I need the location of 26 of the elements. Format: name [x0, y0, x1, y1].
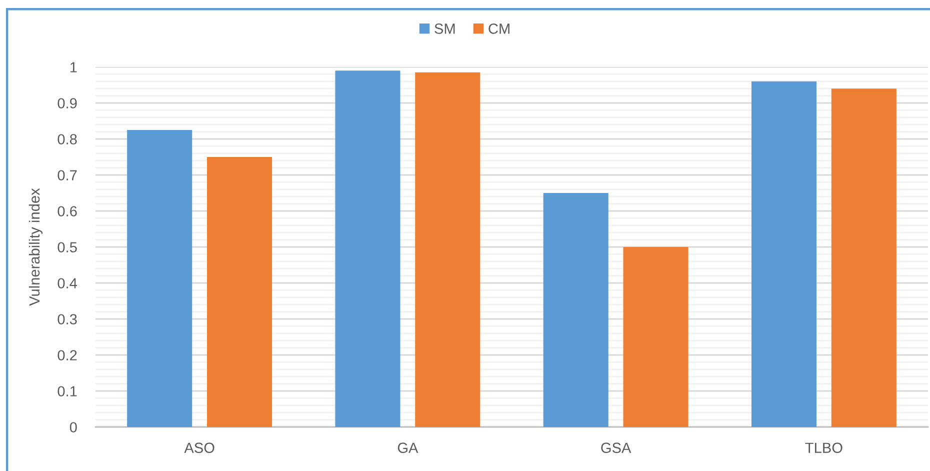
- x-tick-label: GA: [398, 442, 418, 453]
- bar: [543, 193, 608, 427]
- legend-label: CM: [488, 24, 510, 34]
- x-tick-label: TLBO: [805, 442, 842, 453]
- bar: [335, 70, 400, 427]
- bar: [207, 157, 272, 427]
- y-tick-label: 0.8: [58, 134, 77, 144]
- y-tick-label: 1: [70, 62, 77, 72]
- y-axis-title: Vulnerability index: [28, 188, 42, 306]
- legend-label: SM: [434, 24, 455, 34]
- bar: [831, 88, 896, 427]
- y-tick-label: 0.2: [58, 350, 77, 360]
- bar: [415, 72, 480, 427]
- x-tick-label: GSA: [601, 442, 632, 453]
- y-tick-label: 0.6: [58, 206, 77, 216]
- y-tick-label: 0.7: [58, 170, 77, 180]
- bar: [751, 81, 816, 427]
- y-tick-label: 0: [70, 422, 77, 432]
- y-tick-label: 0.4: [58, 278, 78, 288]
- y-tick-label: 0.9: [58, 98, 77, 108]
- y-tick-label: 0.1: [58, 386, 77, 396]
- bar: [623, 247, 688, 427]
- y-tick-label: 0.5: [58, 242, 77, 252]
- y-tick-label: 0.3: [58, 314, 77, 324]
- bar: [127, 130, 192, 427]
- x-tick-label: ASO: [184, 442, 214, 453]
